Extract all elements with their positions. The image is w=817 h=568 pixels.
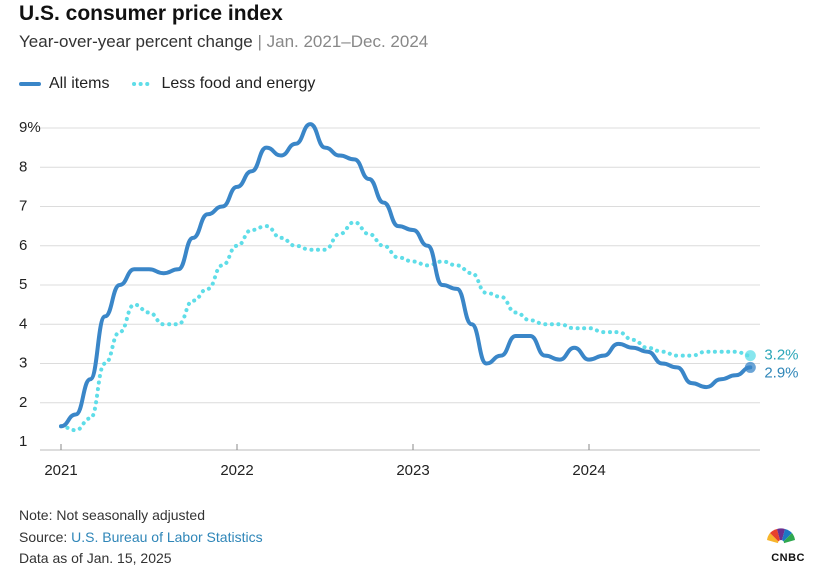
y-tick-label: 4: [19, 315, 27, 332]
legend-swatch-dotted-icon: [132, 82, 154, 86]
end-label-all-items: 2.9%: [764, 364, 798, 381]
chart-title: U.S. consumer price index: [19, 2, 283, 25]
y-tick-label: 8: [19, 158, 27, 175]
footer-note: Note: Not seasonally adjusted: [19, 507, 205, 523]
cnbc-logo-text: CNBC: [771, 552, 805, 564]
x-tick-label: 2024: [572, 462, 605, 479]
line-chart: 9% 8 7 6 5 4 3 2 1 2021 2022 2023 2024 3.2%2.9%: [19, 119, 799, 479]
source-label: Source:: [19, 529, 72, 545]
subtitle-separator: |: [257, 32, 262, 51]
x-tick-label: 2023: [396, 462, 429, 479]
chart-subtitle: Year-over-year percent change | Jan. 202…: [19, 32, 428, 52]
end-point-all-items: [744, 361, 756, 373]
y-tick-label: 5: [19, 276, 27, 293]
y-tick-label: 3: [19, 355, 27, 372]
chart-legend: All items Less food and energy: [19, 75, 337, 93]
end-point-core: [744, 350, 756, 362]
y-tick-label: 7: [19, 198, 27, 215]
source-link[interactable]: U.S. Bureau of Labor Statistics: [71, 529, 263, 545]
series-line-core: [59, 220, 753, 433]
x-tick-label: 2021: [44, 462, 77, 479]
y-tick-label: 1: [19, 433, 27, 450]
y-tick-label: 9%: [19, 119, 41, 136]
legend-label-all-items: All items: [49, 75, 110, 92]
legend-item-all-items: All items: [19, 75, 109, 93]
subtitle-range: Jan. 2021–Dec. 2024: [266, 32, 429, 51]
legend-item-core: Less food and energy: [131, 75, 315, 93]
subtitle-main: Year-over-year percent change: [19, 32, 253, 51]
legend-label-core: Less food and energy: [161, 75, 316, 92]
footer-source: Source: U.S. Bureau of Labor Statistics: [19, 529, 263, 545]
end-label-core: 3.2%: [764, 347, 798, 364]
series-line-all-items: [59, 122, 753, 429]
x-tick-label: 2022: [220, 462, 253, 479]
cnbc-peacock-logo-icon: [767, 528, 795, 546]
y-tick-label: 6: [19, 237, 27, 254]
legend-swatch-solid-icon: [19, 82, 41, 86]
footer-data-as-of: Data as of Jan. 15, 2025: [19, 550, 172, 566]
y-tick-label: 2: [19, 394, 27, 411]
